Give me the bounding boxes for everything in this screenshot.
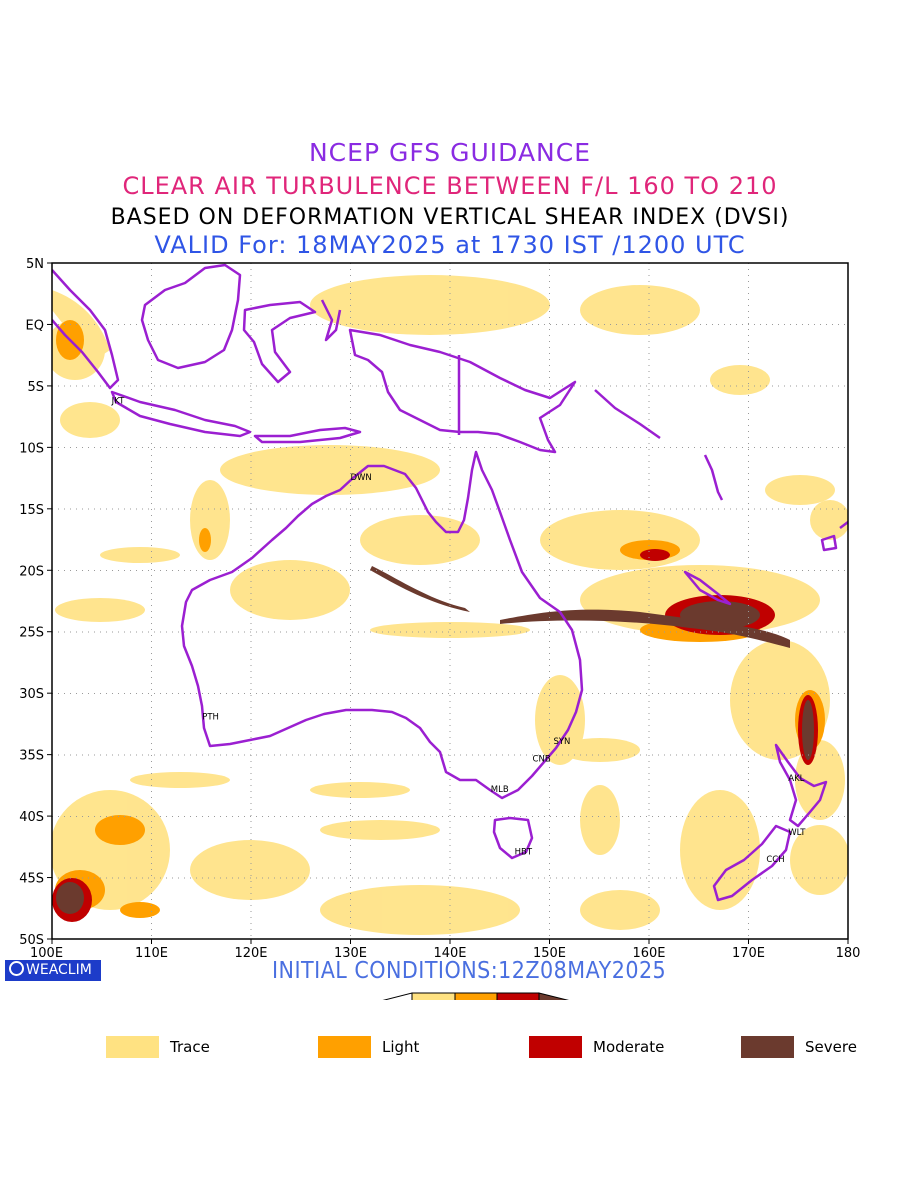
colorbar-segment-trace — [411, 992, 456, 1000]
severe-areas — [56, 566, 814, 914]
coast-tasmania — [492, 816, 534, 860]
coast-australia — [180, 450, 584, 800]
colorbar-segment-moderate — [496, 992, 540, 1000]
lat-tick-label: 10S — [19, 441, 44, 456]
legend-swatch-trace — [106, 1036, 159, 1058]
coast-nz-north — [774, 743, 828, 828]
legend-swatch-moderate — [529, 1036, 582, 1058]
lat-tick-label: EQ — [26, 318, 44, 333]
lon-tick-label: 130E — [334, 946, 367, 961]
colorbar-segment-severe — [538, 992, 570, 1000]
legend-label-light: Light — [382, 1038, 420, 1056]
turbulence-map: 5N EQ 5S 10S 15S 20S 25S 30S 35S 40S 45S 50S 100E 11… — [19, 257, 860, 1000]
station-hbt: HBT — [515, 848, 533, 858]
legend-label-moderate: Moderate — [593, 1038, 665, 1056]
title-line-1: NCEP GFS GUIDANCE — [308, 138, 591, 167]
lon-tick-label: 100E — [30, 946, 63, 961]
station-mlb: MLB — [491, 785, 509, 795]
lat-tick-label: 20S — [19, 564, 44, 579]
colorbar-segment-light — [454, 992, 498, 1000]
station-jkt: JKT — [111, 397, 125, 407]
legend-label-trace: Trace — [170, 1038, 210, 1056]
coast-sumatra — [52, 269, 120, 390]
station-pth: PTH — [202, 713, 219, 723]
logo-text: WEACLIM — [26, 962, 92, 978]
weaclim-logo: WEACLIM — [5, 960, 101, 981]
legend-label-severe: Severe — [805, 1038, 857, 1056]
legend-swatch-severe — [741, 1036, 794, 1058]
lon-tick-label: 160E — [632, 946, 665, 961]
lon-tick-label: 120E — [234, 946, 267, 961]
legend-swatch-light — [318, 1036, 371, 1058]
coastlines — [52, 263, 848, 902]
coast-new-guinea — [348, 328, 577, 454]
title-line-3: BASED ON DEFORMATION VERTICAL SHEAR INDE… — [110, 205, 790, 230]
colorbar: 1 4 8 12 — [382, 992, 570, 1000]
lat-tick-label: 30S — [19, 687, 44, 702]
coast-vanuatu — [703, 454, 724, 501]
coast-new-caledonia — [683, 570, 732, 606]
lat-tick-label: 5N — [26, 257, 44, 272]
lat-tick-label: 35S — [19, 749, 44, 764]
lon-tick-label: 110E — [135, 946, 168, 961]
colorbar-segment-below-1 — [382, 992, 413, 1000]
coast-maluku — [320, 299, 342, 342]
coast-java — [110, 390, 252, 438]
coast-nz-south — [712, 824, 792, 902]
lat-tick-label: 40S — [19, 810, 44, 825]
lon-tick-label: 140E — [433, 946, 466, 961]
coast-sunda — [253, 426, 362, 444]
coast-borneo — [140, 263, 242, 370]
valid-time-line: VALID For: 18MAY2025 at 1730 IST /1200 U… — [154, 231, 746, 259]
coast-sulawesi — [242, 300, 317, 384]
station-akl: AKL — [788, 774, 804, 784]
lat-tick-label: 15S — [19, 503, 44, 518]
gridlines — [52, 263, 848, 939]
lat-tick-label: 5S — [27, 380, 44, 395]
station-cnb: CNB — [533, 754, 551, 764]
coast-solomons — [594, 389, 661, 440]
coast-fiji — [820, 534, 838, 552]
lon-tick-label: 150E — [533, 946, 566, 961]
lon-tick-label: 180 — [836, 946, 861, 961]
lon-tick-label: 170E — [732, 946, 765, 961]
latitude-axis: 5N EQ 5S 10S 15S 20S 25S 30S 35S 40S 45S 50S — [19, 257, 52, 948]
station-wlt: WLT — [788, 828, 806, 838]
station-syn: SYN — [553, 737, 570, 747]
station-cch: CCH — [766, 855, 784, 865]
lat-tick-label: 45S — [19, 872, 44, 887]
longitude-axis: 100E 110E 120E 130E 140E 150E 160E 170E 180 — [30, 939, 860, 961]
logo-ring-icon — [9, 961, 24, 976]
initial-conditions: INITIAL CONDITIONS:12Z08MAY2025 — [272, 958, 667, 984]
title-line-2: CLEAR AIR TURBULENCE BETWEEN F/L 160 TO … — [122, 172, 778, 200]
lat-tick-label: 50S — [19, 933, 44, 948]
coast-fiji-2 — [839, 521, 848, 529]
station-dwn: DWN — [350, 473, 371, 483]
map-plot-area — [52, 263, 848, 939]
lat-tick-label: 25S — [19, 626, 44, 641]
